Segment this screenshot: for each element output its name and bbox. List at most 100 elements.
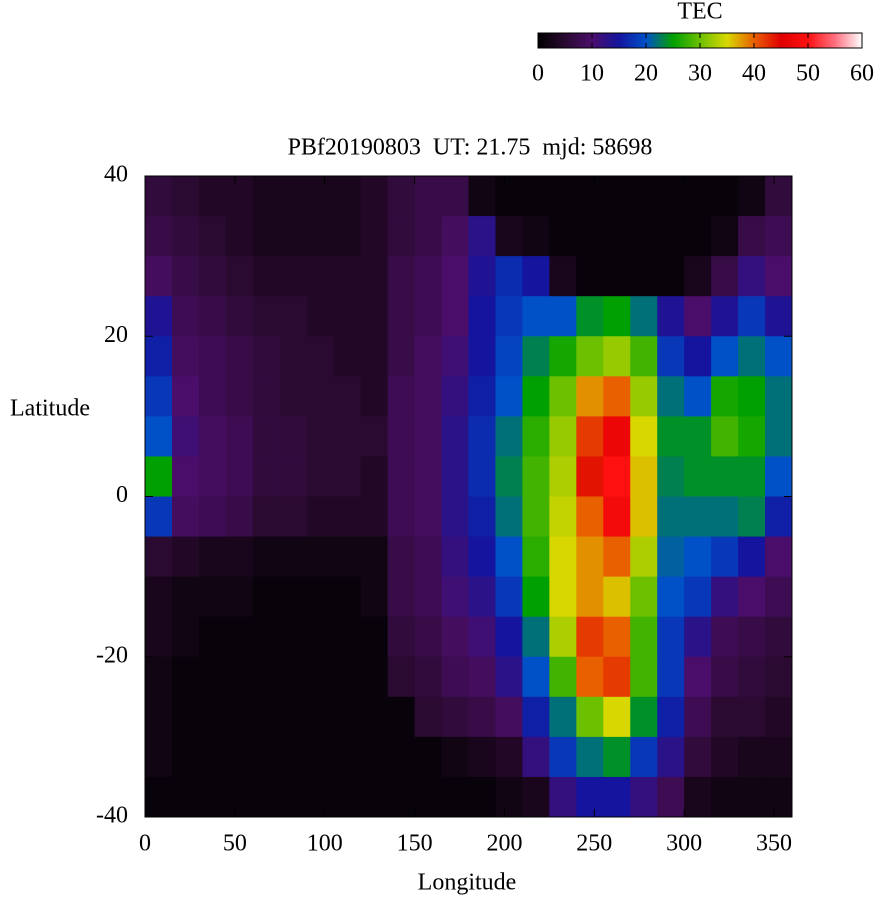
heatmap-cell [387,456,416,497]
heatmap-cell [765,456,793,497]
heatmap-cell [549,696,577,738]
heatmap-cell [360,176,389,217]
colorbar-label: TEC [677,0,722,25]
heatmap-cell [333,696,362,738]
colorbar-tick-label: 60 [850,61,874,87]
heatmap-cell [252,416,281,457]
x-tick-label: 0 [139,831,151,857]
heatmap-cell [603,256,631,297]
heatmap-cell [549,616,577,658]
heatmap-cell [657,216,685,257]
heatmap-cell [414,176,443,217]
heatmap-cell [306,496,335,538]
heatmap-cell [684,296,712,337]
heatmap-cell [387,296,416,337]
heatmap-cell [333,336,362,377]
heatmap-cell [414,616,443,658]
heatmap-cell [387,256,416,297]
heatmap-cell [145,336,173,377]
heatmap-cell [414,256,443,297]
heatmap-cell [225,736,254,778]
heatmap-cell [414,376,443,417]
heatmap-cell [360,656,389,698]
heatmap-cell [711,776,739,818]
heatmap-cell [522,656,550,698]
heatmap-cell [711,176,739,217]
heatmap-cell [198,736,227,778]
heatmap-cell [468,496,496,538]
heatmap-cell [765,616,793,658]
heatmap-cell [684,736,712,778]
heatmap-cell [387,616,416,658]
heatmap-cell [738,576,766,618]
heatmap-cell [279,256,308,297]
heatmap-cell [225,256,254,297]
heatmap-cell [549,256,577,297]
heatmap-cell [306,216,335,257]
heatmap-cell [657,256,685,297]
heatmap-cell [441,256,469,297]
x-tick-label: 150 [397,831,433,857]
heatmap-cell [711,456,739,497]
heatmap-cell [145,296,173,337]
heatmap-cell [576,736,604,778]
heatmap-cell [738,296,766,337]
heatmap-cell [279,696,308,738]
heatmap-cell [171,256,200,297]
heatmap-cell [684,176,712,217]
heatmap-cell [576,376,604,417]
heatmap-cell [171,536,200,578]
heatmap-cell [198,336,227,377]
heatmap-cell [765,776,793,818]
heatmap-cell [603,616,631,658]
heatmap-cell [657,456,685,497]
heatmap-cell [145,616,173,658]
heatmap-cell [252,216,281,257]
x-tick-label: 100 [307,831,343,857]
heatmap-cell [279,616,308,658]
heatmap-cell [657,416,685,457]
heatmap-cell [576,536,604,578]
heatmap-cell [414,496,443,538]
heatmap-cell [252,736,281,778]
heatmap-cell [198,256,227,297]
heatmap-cell [495,376,523,417]
heatmap-cell [225,496,254,538]
heatmap-cell [414,656,443,698]
heatmap-cell [684,776,712,818]
heatmap-cell [603,736,631,778]
heatmap-cell [468,576,496,618]
heatmap-cell [360,696,389,738]
heatmap-cell [765,256,793,297]
heatmap-cell [549,736,577,778]
heatmap-cell [171,736,200,778]
heatmap-cell [441,416,469,457]
heatmap-cell [603,376,631,417]
heatmap-cell [684,256,712,297]
heatmap-cell [387,216,416,257]
heatmap-cell [549,496,577,538]
heatmap-cell [279,776,308,818]
heatmap-cell [603,336,631,377]
heatmap-cell [441,336,469,377]
heatmap-cell [603,656,631,698]
heatmap-cell [549,296,577,337]
heatmap-cell [711,616,739,658]
heatmap-cell [306,336,335,377]
heatmap-cell [252,776,281,818]
heatmap-cell [171,496,200,538]
heatmap-cell [441,296,469,337]
heatmap-cell [684,576,712,618]
heatmap-cell [657,576,685,618]
heatmap-cell [522,336,550,377]
heatmap-cell [468,336,496,377]
heatmap-cell [684,376,712,417]
heatmap-cell [549,456,577,497]
heatmap-cell [306,176,335,217]
heatmap-cell [522,176,550,217]
y-tick-label: 0 [116,482,128,508]
heatmap-cell [171,216,200,257]
heatmap-cell [333,496,362,538]
heatmap-cell [252,256,281,297]
